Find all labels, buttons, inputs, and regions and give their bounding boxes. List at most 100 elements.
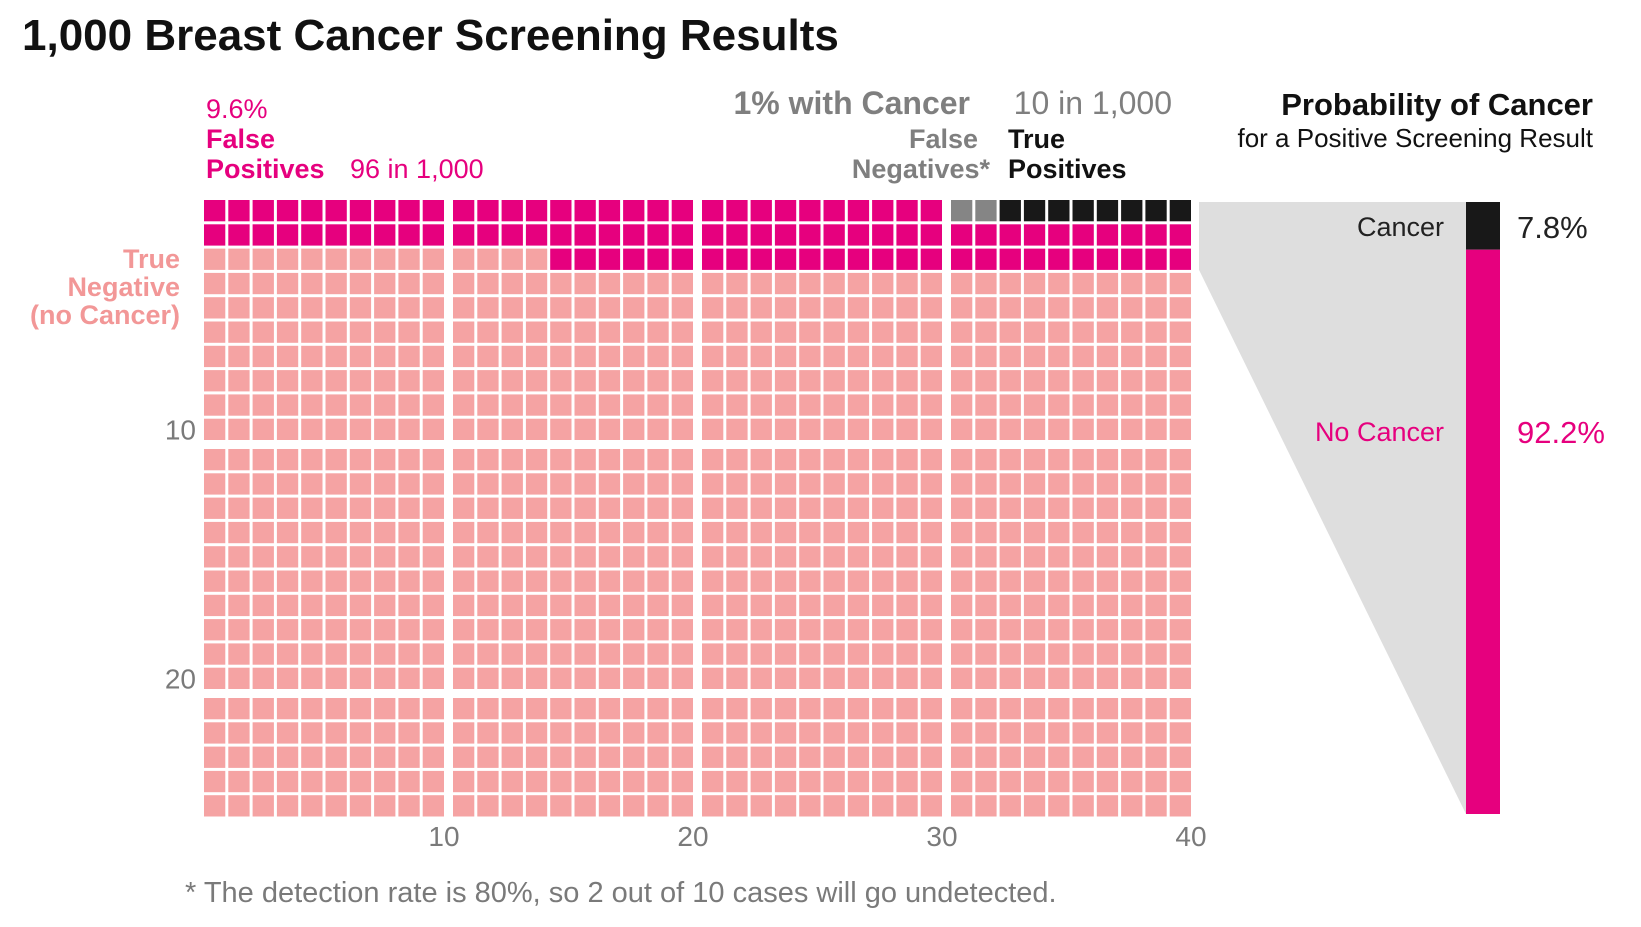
true-negative-cell (1096, 321, 1119, 343)
false-positive-cell (276, 224, 299, 246)
true-positive-cell (1048, 200, 1070, 222)
true-negative-cell (750, 272, 772, 295)
true-negative-cell (1121, 449, 1143, 471)
true-negative-cell (422, 795, 444, 817)
true-negative-cell (1096, 497, 1119, 519)
true-negative-cell (750, 418, 772, 440)
true-negative-cell (750, 667, 772, 689)
true-negative-cell (1121, 667, 1143, 689)
true-negative-cell (750, 497, 772, 519)
true-negative-cell (501, 473, 523, 495)
true-negative-cell (349, 521, 372, 544)
true-negative-cell (453, 746, 475, 768)
false-positive-cell (204, 224, 226, 246)
true-negative-cell (453, 449, 475, 471)
true-negative-cell (453, 770, 475, 793)
true-negative-cell (1023, 497, 1046, 519)
true-negative-cell (920, 345, 942, 368)
true-negative-cell (726, 746, 748, 768)
true-negative-cell (623, 795, 645, 817)
true-negative-cell (623, 770, 645, 793)
true-negative-cell (525, 418, 548, 440)
true-negative-cell (671, 394, 693, 416)
true-negative-cell (975, 546, 997, 568)
false-positive-cell (453, 224, 475, 246)
true-negative-cell (301, 722, 323, 744)
true-negative-cell (349, 497, 372, 519)
true-negative-cell (726, 418, 748, 440)
true-negative-cell (374, 473, 396, 495)
true-negative-cell (325, 345, 347, 368)
true-negative-cell (1121, 698, 1143, 720)
true-negative-cell (276, 698, 299, 720)
true-negative-cell (1096, 746, 1119, 768)
true-negative-cell (204, 297, 226, 319)
true-negative-cell (999, 746, 1021, 768)
true-negative-cell (374, 394, 396, 416)
true-negative-cell (951, 546, 973, 568)
false-positive-cell (501, 200, 523, 222)
probability-bar-no-cancer (1466, 249, 1500, 814)
true-negative-cell (647, 345, 669, 368)
true-negative-cell (228, 619, 250, 641)
true-negative-cell (623, 321, 645, 343)
false-positive-cell (975, 224, 997, 246)
true-negative-cell (598, 449, 621, 471)
true-negative-cell (252, 770, 274, 793)
true-negative-cell (702, 619, 724, 641)
true-negative-cell (422, 473, 444, 495)
false-positive-cell (550, 200, 572, 222)
true-negative-cell (550, 449, 572, 471)
true-negative-cell (1072, 770, 1094, 793)
true-negative-cell (1048, 795, 1070, 817)
true-negative-cell (325, 521, 347, 544)
true-negative-cell (951, 473, 973, 495)
true-negative-cell (872, 449, 894, 471)
true-negative-cell (920, 795, 942, 817)
true-negative-cell (525, 795, 548, 817)
true-negative-cell (477, 248, 499, 270)
true-negative-cell (1023, 321, 1046, 343)
true-negative-cell (623, 297, 645, 319)
true-negative-cell (598, 345, 621, 368)
true-negative-cell (999, 619, 1021, 641)
true-negative-cell (920, 746, 942, 768)
true-negative-cell (228, 570, 250, 592)
false-negative-label-line1: False (909, 124, 978, 154)
true-negative-cell (671, 619, 693, 641)
true-negative-cell (525, 643, 548, 665)
true-negative-cell (1121, 394, 1143, 416)
true-negative-cell (1169, 698, 1191, 720)
true-negative-cell (204, 594, 226, 617)
true-negative-cell (422, 770, 444, 793)
true-negative-cell (501, 418, 523, 440)
true-negative-cell (920, 619, 942, 641)
true-negative-cell (501, 272, 523, 295)
true-negative-cell (1023, 698, 1046, 720)
true-negative-cell (349, 297, 372, 319)
true-negative-cell (301, 473, 323, 495)
true-negative-cell (671, 418, 693, 440)
false-positive-cell (1023, 224, 1046, 246)
true-negative-cell (1145, 497, 1167, 519)
true-negative-cell (325, 370, 347, 392)
true-negative-cell (920, 594, 942, 617)
true-negative-cell (501, 643, 523, 665)
true-negative-cell (1096, 594, 1119, 617)
true-negative-cell (647, 619, 669, 641)
probability-subtitle: for a Positive Screening Result (1237, 123, 1593, 153)
true-negative-cell (726, 667, 748, 689)
true-negative-cell (774, 345, 797, 368)
true-negative-cell (228, 473, 250, 495)
true-negative-cell (204, 345, 226, 368)
true-negative-cell (896, 698, 918, 720)
true-negative-cell (1169, 473, 1191, 495)
true-negative-cell (1048, 521, 1070, 544)
true-negative-cell (823, 643, 845, 665)
true-negative-cell (477, 643, 499, 665)
true-negative-cell (1169, 795, 1191, 817)
true-negative-cell (774, 722, 797, 744)
true-negative-cell (872, 594, 894, 617)
true-negative-cell (301, 643, 323, 665)
x-tick-label: 40 (1175, 821, 1206, 852)
